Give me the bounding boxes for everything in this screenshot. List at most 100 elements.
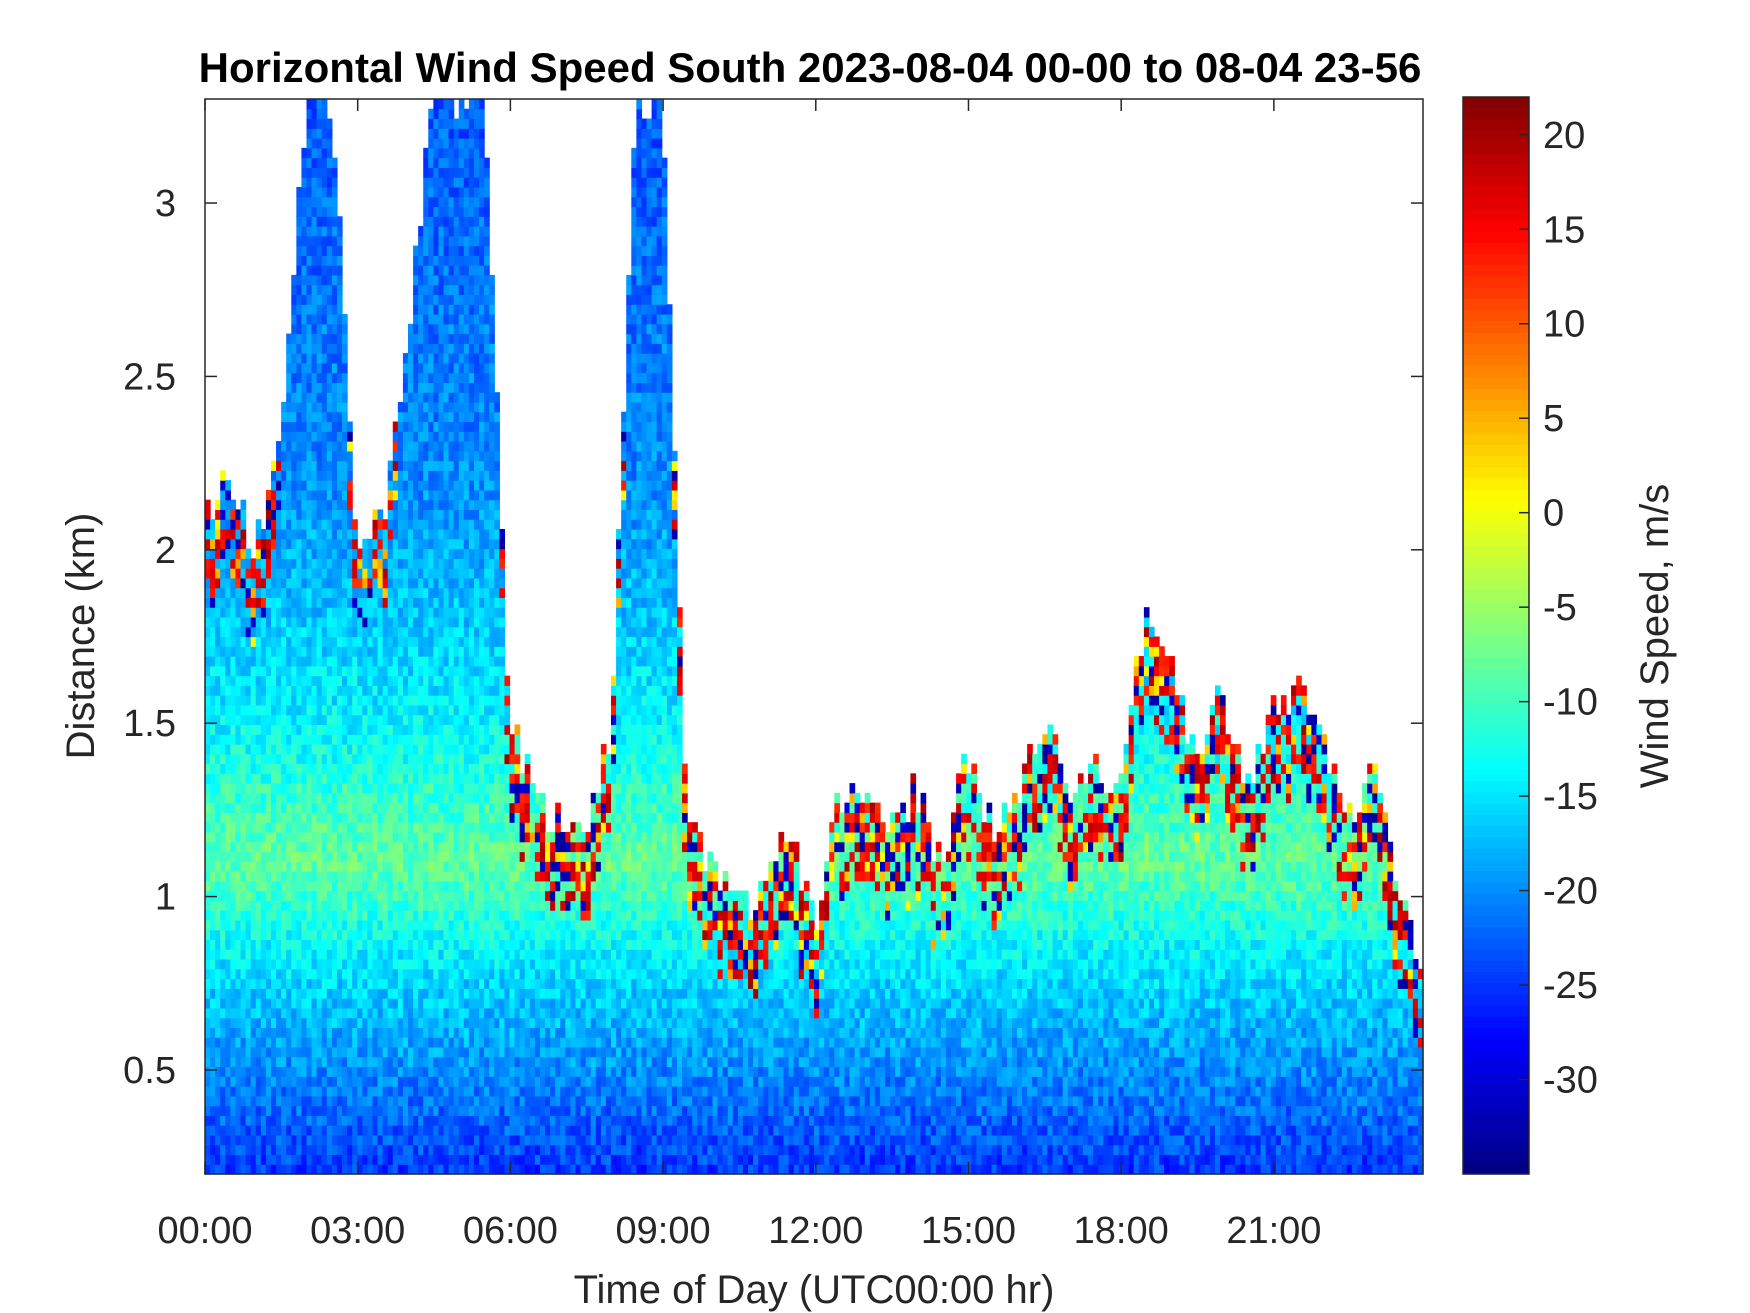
heatmap-cell (265, 880, 272, 892)
heatmap-cell (210, 959, 216, 970)
heatmap-cell (463, 988, 470, 999)
heatmap-cell (413, 871, 419, 882)
heatmap-cell (458, 480, 465, 491)
heatmap-cell (468, 362, 475, 374)
heatmap-cell (265, 939, 272, 950)
heatmap-cell (326, 450, 333, 462)
heatmap-cell (473, 411, 480, 423)
heatmap-cell (428, 1154, 434, 1165)
heatmap-cell (433, 304, 440, 315)
heatmap-cell (479, 577, 485, 589)
heatmap-cell (438, 646, 445, 657)
heatmap-cell (331, 919, 338, 931)
heatmap-cell (347, 538, 353, 550)
heatmap-cell (448, 274, 455, 286)
heatmap-cell (433, 480, 440, 491)
heatmap-cell (397, 489, 404, 501)
heatmap-cell (326, 753, 333, 765)
heatmap-cell (331, 548, 338, 559)
heatmap-cell (397, 538, 404, 550)
heatmap-cell (276, 558, 282, 569)
heatmap-cell (413, 538, 419, 550)
heatmap-cell (397, 695, 404, 706)
heatmap-cell (326, 792, 333, 804)
heatmap-cell (321, 1037, 328, 1048)
heatmap-cell (296, 959, 303, 970)
heatmap-cell (372, 1037, 379, 1048)
heatmap-cell (463, 196, 470, 208)
heatmap-cell (357, 861, 363, 872)
heatmap-cell (453, 1076, 460, 1087)
heatmap-cell (397, 822, 404, 833)
heatmap-cell (489, 284, 495, 296)
heatmap-cell (316, 1037, 323, 1048)
heatmap-cell (286, 900, 292, 911)
heatmap-cell (423, 880, 429, 892)
heatmap-cell (357, 597, 363, 608)
heatmap-cell (428, 177, 434, 188)
heatmap-cell (362, 890, 368, 901)
heatmap-cell (479, 558, 485, 569)
heatmap-cell (473, 1134, 480, 1146)
heatmap-cell (331, 392, 338, 403)
heatmap-cell (316, 138, 323, 149)
heatmap-cell (402, 1154, 409, 1165)
heatmap-cell (286, 1066, 292, 1077)
heatmap-cell (321, 1076, 328, 1087)
heatmap-cell (255, 792, 262, 804)
heatmap-cell (382, 861, 389, 872)
heatmap-cell (352, 519, 358, 530)
heatmap-cell (296, 1007, 303, 1019)
heatmap-cell (408, 636, 414, 647)
heatmap-cell (250, 919, 257, 931)
heatmap-cell (408, 880, 414, 892)
heatmap-cell (433, 441, 440, 452)
heatmap-cell (392, 441, 399, 452)
heatmap-cell (265, 910, 272, 921)
heatmap-cell (362, 919, 368, 931)
heatmap-cell (336, 411, 343, 423)
heatmap-cell (382, 763, 389, 774)
heatmap-cell (347, 421, 353, 432)
heatmap-cell (255, 704, 262, 716)
heatmap-cell (433, 871, 440, 882)
heatmap-cell (357, 1086, 363, 1097)
heatmap-cell (408, 792, 414, 804)
heatmap-cell (468, 1007, 475, 1019)
heatmap-cell (484, 1007, 490, 1019)
heatmap-cell (453, 929, 460, 941)
heatmap-cell (402, 988, 409, 999)
heatmap-cell (306, 753, 313, 765)
heatmap-cell (387, 480, 394, 491)
heatmap-cell (326, 978, 333, 989)
heatmap-cell (448, 1125, 455, 1136)
heatmap-cell (286, 783, 292, 794)
heatmap-cell (210, 1027, 216, 1038)
heatmap-cell (484, 607, 490, 618)
heatmap-cell (225, 851, 231, 862)
heatmap-cell (311, 245, 318, 256)
heatmap-cell (306, 421, 313, 432)
heatmap-cell (458, 441, 465, 452)
heatmap-cell (372, 1017, 379, 1029)
heatmap-cell (225, 753, 231, 765)
heatmap-cell (473, 1164, 480, 1175)
heatmap-cell (443, 421, 450, 432)
heatmap-cell (210, 1125, 216, 1136)
heatmap-cell (423, 753, 429, 765)
heatmap-cell (382, 1046, 389, 1058)
heatmap-cell (326, 558, 333, 569)
heatmap-cell (479, 226, 485, 237)
heatmap-cell (433, 1066, 440, 1077)
heatmap-cell (306, 685, 313, 696)
heatmap-cell (438, 1017, 445, 1029)
heatmap-cell (438, 294, 445, 305)
heatmap-cell (270, 763, 277, 774)
heatmap-cell (428, 245, 434, 256)
heatmap-cell (489, 577, 495, 589)
heatmap-cell (331, 333, 338, 344)
heatmap-cell (336, 724, 343, 735)
heatmap-cell (270, 616, 277, 628)
heatmap-cell (443, 1037, 450, 1048)
heatmap-cell (443, 265, 450, 276)
